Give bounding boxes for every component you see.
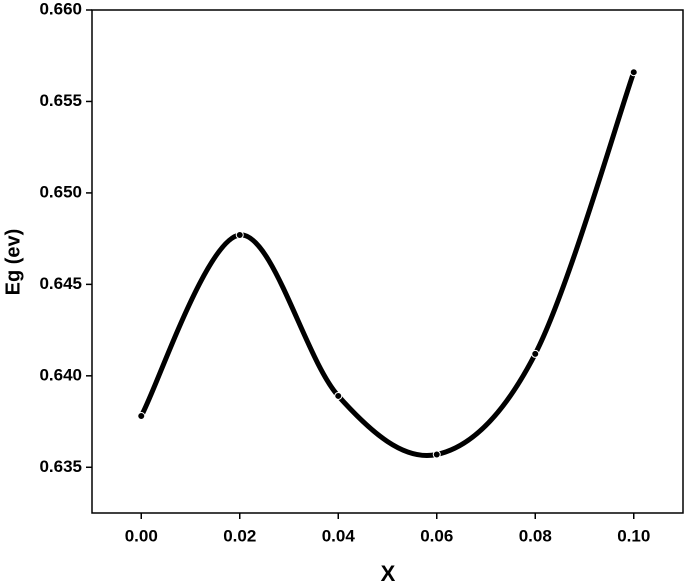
data-point (629, 68, 638, 77)
x-tick-label: 0.08 (519, 526, 552, 545)
x-tick-label: 0.00 (125, 526, 158, 545)
plot-frame (91, 9, 684, 514)
x-axis-label: X (381, 561, 396, 586)
x-tick-label: 0.06 (420, 526, 453, 545)
y-tick-label: 0.645 (39, 274, 82, 293)
data-point (235, 230, 244, 239)
y-tick-label: 0.635 (39, 457, 82, 476)
y-axis-label: Eg (ev) (2, 229, 24, 296)
data-point (334, 391, 343, 400)
y-tick-label: 0.640 (39, 365, 82, 384)
x-tick-label: 0.02 (223, 526, 256, 545)
x-tick-label: 0.04 (322, 526, 356, 545)
data-point (137, 412, 146, 421)
x-tick-label: 0.10 (617, 526, 650, 545)
data-point (432, 450, 441, 459)
data-point (531, 349, 540, 358)
y-tick-label: 0.660 (39, 0, 82, 18)
data-line (139, 71, 637, 458)
y-tick-label: 0.655 (39, 91, 82, 110)
y-tick-label: 0.650 (39, 182, 82, 201)
